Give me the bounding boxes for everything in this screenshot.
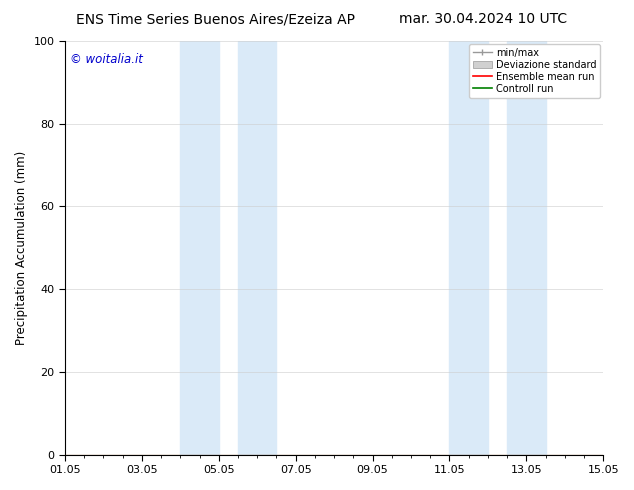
- Y-axis label: Precipitation Accumulation (mm): Precipitation Accumulation (mm): [15, 151, 28, 345]
- Legend: min/max, Deviazione standard, Ensemble mean run, Controll run: min/max, Deviazione standard, Ensemble m…: [469, 44, 600, 98]
- Text: mar. 30.04.2024 10 UTC: mar. 30.04.2024 10 UTC: [399, 12, 567, 26]
- Text: © woitalia.it: © woitalia.it: [70, 53, 143, 67]
- Text: ENS Time Series Buenos Aires/Ezeiza AP: ENS Time Series Buenos Aires/Ezeiza AP: [76, 12, 355, 26]
- Bar: [180, 41, 219, 455]
- Bar: [450, 41, 488, 455]
- Bar: [238, 41, 276, 455]
- Bar: [507, 41, 545, 455]
